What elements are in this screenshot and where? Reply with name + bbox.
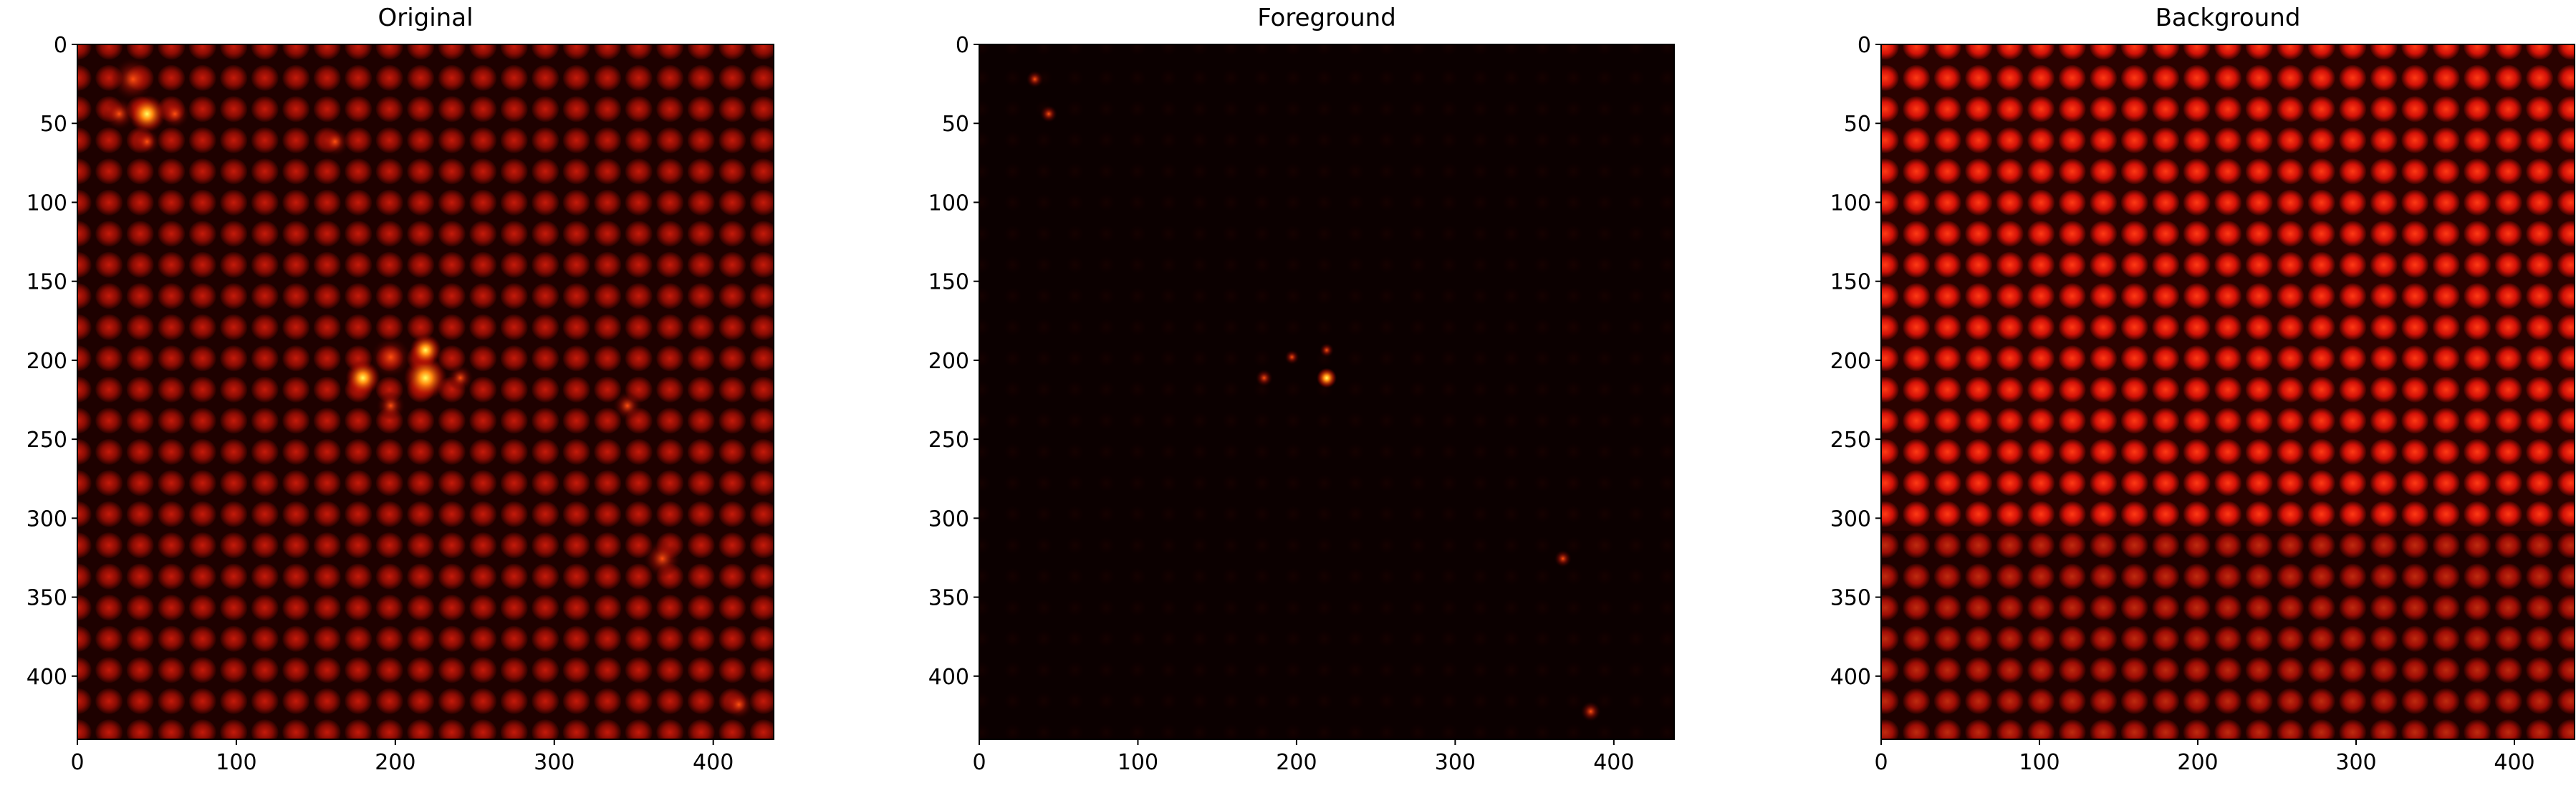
- y-tick-label: 350: [27, 586, 67, 611]
- image-hotspot: [1320, 342, 1334, 357]
- image-hotspot: [1255, 369, 1273, 387]
- y-tick-label: 100: [27, 191, 67, 216]
- x-tick-label: 400: [2494, 750, 2534, 775]
- image-hotspot: [612, 391, 642, 421]
- image-hotspot: [1580, 701, 1601, 722]
- y-tick-label: 200: [928, 349, 969, 374]
- x-tick-label: 300: [534, 750, 575, 775]
- image-hotspot: [1040, 105, 1057, 122]
- image-hotspot: [1317, 367, 1337, 388]
- image-hotspot: [376, 391, 405, 421]
- y-tick-label: 50: [1844, 112, 1871, 137]
- y-tick-label: 300: [1830, 506, 1871, 532]
- axes-frame: [1880, 44, 2575, 740]
- y-tick-label: 150: [27, 270, 67, 295]
- y-tick-label: 0: [54, 33, 67, 58]
- panel: Original 0 100 200 300 400 0 50 100 150 200 250 300 3…: [27, 4, 774, 775]
- image-hotspot: [410, 334, 441, 366]
- image-hotspot: [724, 690, 754, 719]
- image-hotspot: [320, 127, 350, 156]
- axes-frame: [979, 44, 1675, 740]
- chart-title: Background: [2156, 4, 2301, 32]
- chart-title: Foreground: [1257, 4, 1396, 32]
- image-hotspot: [128, 95, 166, 133]
- y-tick-label: 0: [956, 33, 969, 58]
- y-tick-label: 150: [1830, 270, 1871, 295]
- x-tick-label: 400: [693, 750, 734, 775]
- y-tick-label: 400: [928, 665, 969, 690]
- y-tick-label: 250: [928, 428, 969, 453]
- image-hotspot: [1026, 70, 1044, 88]
- y-tick-label: 400: [27, 665, 67, 690]
- image: [1881, 44, 2575, 739]
- y-tick-label: 350: [1830, 586, 1871, 611]
- x-tick-label: 400: [1593, 750, 1634, 775]
- y-tick-label: 0: [1857, 33, 1871, 58]
- y-tick-label: 200: [27, 349, 67, 374]
- image-hotspot: [1554, 549, 1572, 567]
- x-tick-label: 300: [1435, 750, 1476, 775]
- y-tick-label: 400: [1830, 665, 1871, 690]
- x-tick-label: 0: [972, 750, 986, 775]
- chart-title: Original: [378, 4, 473, 32]
- x-tick-label: 200: [375, 750, 415, 775]
- x-tick-label: 200: [1276, 750, 1317, 775]
- image-hotspot: [103, 98, 135, 130]
- image-hotspot: [134, 128, 160, 155]
- x-tick-label: 100: [2019, 750, 2060, 775]
- y-tick-label: 150: [928, 270, 969, 295]
- x-tick-label: 0: [70, 750, 84, 775]
- axes-frame: [77, 44, 774, 740]
- y-tick-label: 50: [942, 112, 969, 137]
- y-tick-label: 200: [1830, 349, 1871, 374]
- image-hotspot: [370, 337, 411, 378]
- y-tick-label: 300: [27, 506, 67, 532]
- panel: Background 0 100 200 300 400 0 50 100 150 200 250 30…: [1830, 4, 2575, 775]
- x-tick-label: 100: [216, 750, 256, 775]
- x-tick-label: 200: [2177, 750, 2218, 775]
- y-tick-label: 250: [27, 428, 67, 453]
- image-hotspot: [1284, 350, 1299, 365]
- image-hotspot: [643, 539, 681, 577]
- image-shade: [1881, 531, 2575, 739]
- panel: Foreground 0 100 200 300 400 0 50 100 150 200 250 30…: [928, 4, 1675, 775]
- y-tick-label: 100: [928, 191, 969, 216]
- image-hotspot: [404, 356, 447, 400]
- image-hotspot: [447, 365, 474, 391]
- x-tick-label: 0: [1874, 750, 1888, 775]
- y-tick-label: 350: [928, 586, 969, 611]
- y-tick-label: 250: [1830, 428, 1871, 453]
- image-hotspot: [111, 57, 155, 101]
- x-tick-label: 300: [2335, 750, 2376, 775]
- image-hotspot: [160, 100, 190, 128]
- image: [979, 44, 1674, 739]
- image-hotspot: [345, 360, 380, 395]
- y-tick-label: 100: [1830, 191, 1871, 216]
- y-tick-label: 300: [928, 506, 969, 532]
- x-tick-label: 100: [1118, 750, 1158, 775]
- y-tick-label: 50: [40, 112, 67, 137]
